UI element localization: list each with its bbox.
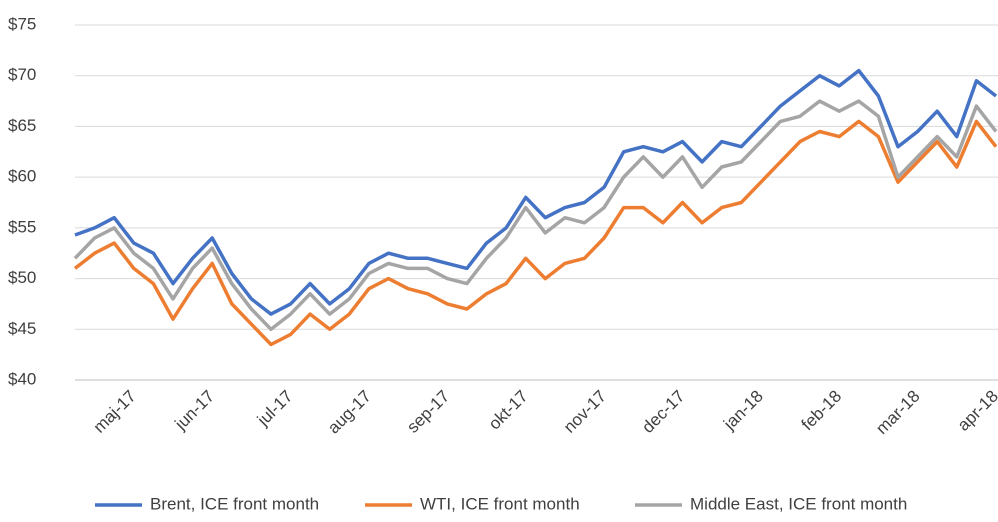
x-tick-label: dec-17 bbox=[638, 387, 688, 437]
x-tick-label: sep-17 bbox=[403, 387, 453, 437]
y-tick-label: $70 bbox=[8, 65, 36, 84]
x-tick-label: jan-18 bbox=[719, 387, 767, 435]
legend-label: Brent, ICE front month bbox=[150, 494, 319, 513]
legend-label: WTI, ICE front month bbox=[420, 494, 580, 513]
x-tick-label: mar-18 bbox=[872, 387, 924, 439]
y-tick-label: $65 bbox=[8, 116, 36, 135]
x-tick-label: okt-17 bbox=[485, 387, 532, 434]
legend-label: Middle East, ICE front month bbox=[690, 494, 907, 513]
x-tick-label: maj-17 bbox=[90, 387, 140, 437]
x-tick-label: aug-17 bbox=[324, 387, 375, 438]
y-tick-label: $40 bbox=[8, 369, 36, 388]
series-line bbox=[73, 99, 998, 332]
x-tick-label: jun-17 bbox=[171, 387, 219, 435]
y-tick-label: $60 bbox=[8, 167, 36, 186]
y-tick-label: $75 bbox=[8, 14, 36, 33]
x-tick-label: jul-17 bbox=[253, 387, 297, 431]
y-tick-label: $55 bbox=[8, 217, 36, 236]
x-tick-label: apr-18 bbox=[954, 387, 998, 435]
y-tick-label: $50 bbox=[8, 268, 36, 287]
x-tick-label: feb-18 bbox=[798, 387, 846, 435]
x-tick-label: nov-17 bbox=[560, 387, 610, 437]
series-line bbox=[74, 68, 998, 316]
y-tick-label: $45 bbox=[8, 319, 36, 338]
series-line bbox=[73, 119, 998, 347]
